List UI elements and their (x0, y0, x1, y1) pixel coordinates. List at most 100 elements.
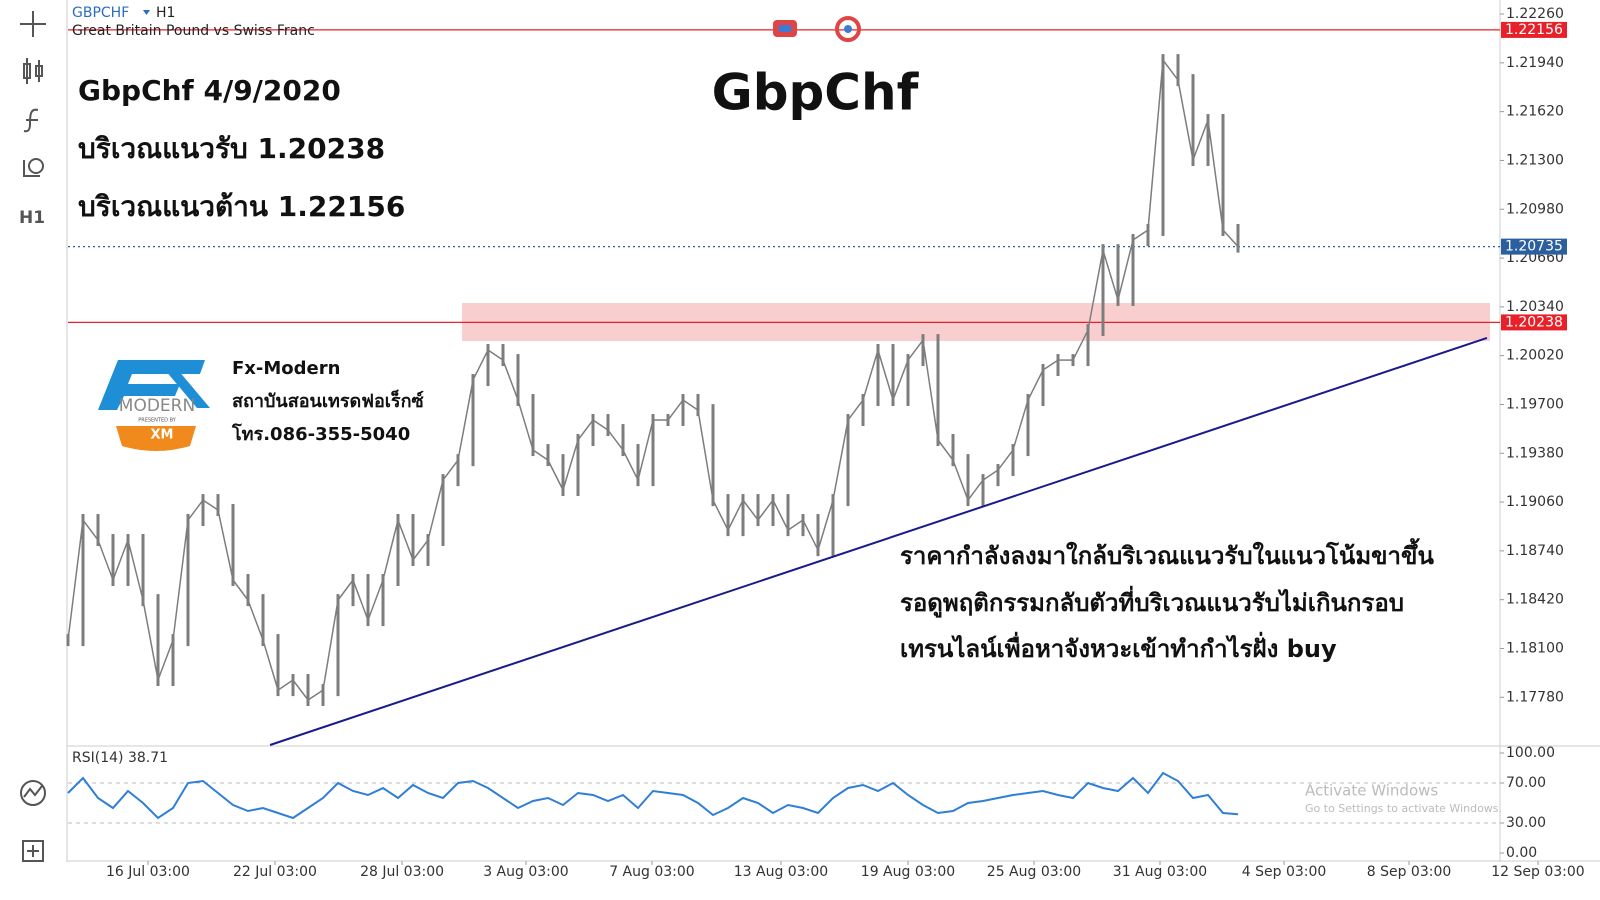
y-tick-label: 1.20980 (1506, 201, 1564, 217)
candle-step (877, 349, 894, 401)
annotation-line: บริเวณแนวต้าน 1.22156 (78, 190, 405, 223)
logo-xm: XM (151, 428, 174, 443)
candle-step (487, 349, 504, 361)
x-tick-label: 8 Sep 03:00 (1367, 864, 1452, 880)
candle-step (682, 399, 699, 411)
candle-step (142, 599, 159, 681)
price-label-box (1501, 314, 1567, 331)
note-line: เทรนไลน์เพื่อหาจังหวะเข้าทำกำไรฝั่ง buy (900, 631, 1337, 663)
x-tick-label: 31 Aug 03:00 (1113, 864, 1207, 880)
icon-target-inner (844, 25, 852, 33)
candle-step (772, 499, 789, 531)
candle-step (667, 399, 684, 421)
candle-step (322, 599, 339, 691)
brand-logo: MODERN PRESENTED BY XM (98, 360, 210, 451)
candle-step (1027, 369, 1044, 401)
rsi-tick-label: 30.00 (1506, 815, 1546, 831)
candle-step (1117, 239, 1134, 301)
logo-presented: PRESENTED BY (138, 418, 177, 424)
icon-target[interactable] (835, 16, 861, 42)
candle-step (367, 579, 384, 621)
price-label-box (1501, 238, 1567, 255)
x-tick-label: 28 Jul 03:00 (360, 864, 444, 880)
candle-step (1192, 119, 1209, 161)
rsi-tick-label: 70.00 (1506, 775, 1546, 791)
price-label: 1.20238 (1505, 314, 1563, 330)
price-label: 1.22156 (1505, 22, 1563, 38)
y-tick-label: 1.22260 (1506, 6, 1564, 22)
x-tick-label: 16 Jul 03:00 (106, 864, 190, 880)
annotation-line: GbpChf 4/9/2020 (78, 74, 341, 107)
candle-step (922, 339, 939, 441)
x-tick-label: 7 Aug 03:00 (609, 864, 695, 880)
candle-step (202, 499, 219, 511)
candle-step (382, 519, 399, 581)
candle-step (1012, 399, 1029, 451)
y-tick-label: 1.20020 (1506, 348, 1564, 364)
candle-step (1162, 59, 1179, 81)
plot-area (66, 29, 1500, 824)
y-tick-label: 1.21620 (1506, 104, 1564, 120)
y-tick-label: 1.18100 (1506, 640, 1564, 656)
rsi-tick-label: 100.00 (1506, 745, 1555, 761)
y-tick-label: 1.17780 (1506, 689, 1564, 705)
candle-step (847, 399, 864, 421)
icon-red-inner (779, 25, 791, 32)
indicator-tool[interactable] (23, 108, 39, 133)
candle-step (352, 579, 369, 621)
candle-step (232, 579, 249, 601)
annotation-line: บริเวณแนวรับ 1.20238 (78, 132, 385, 165)
candle-step (472, 349, 489, 381)
candle-step (187, 499, 204, 521)
note-line: รอดูพฤติกรรมกลับตัวที่บริเวณแนวรับไม่เกิ… (900, 585, 1404, 618)
brand-sub: สถาบันสอนเทรดฟอเร็กซ์ (232, 389, 424, 412)
candle-step (1177, 79, 1194, 161)
chart-title: GbpChf (712, 64, 920, 122)
symbol[interactable]: GBPCHF (72, 5, 129, 21)
candle-step (337, 579, 354, 601)
logo-x (165, 370, 210, 408)
candle-step (157, 639, 174, 681)
compare-tool[interactable] (20, 780, 46, 806)
objects-tool[interactable] (23, 158, 44, 177)
candle-step (577, 419, 594, 441)
candle-step (757, 499, 774, 521)
x-tick-label: 13 Aug 03:00 (734, 864, 828, 880)
symbol-dropdown[interactable] (143, 10, 150, 15)
candle-step (1207, 119, 1224, 231)
x-tick-label: 3 Aug 03:00 (483, 864, 569, 880)
candle-step (1042, 359, 1059, 371)
chart-type-tool[interactable] (23, 58, 43, 84)
timeframe-button[interactable]: H1 (19, 208, 45, 228)
candle-step (1102, 249, 1119, 301)
candle-step (592, 419, 609, 431)
candle-step (1147, 60, 1164, 231)
candle-step (967, 479, 984, 501)
candle-step (562, 439, 579, 491)
watermark: Go to Settings to activate Windows. (1305, 802, 1502, 815)
candle-step (262, 639, 279, 691)
y-tick-label: 1.21940 (1506, 55, 1564, 71)
candle-step (397, 519, 414, 561)
candle-step (712, 499, 729, 531)
crosshair-tool[interactable] (20, 11, 46, 37)
candle-step (937, 439, 954, 461)
candle-step (502, 359, 519, 401)
timeframe: H1 (156, 5, 175, 21)
rsi-value: 38.71 (128, 750, 168, 766)
candle-step (892, 359, 909, 401)
logo-text: MODERN (119, 396, 195, 416)
y-tick-label: 1.18740 (1506, 543, 1564, 559)
candle-step (802, 519, 819, 551)
candle-step (112, 539, 129, 581)
candle-step (1132, 229, 1149, 241)
candle-step (697, 409, 714, 501)
x-tick-label: 4 Sep 03:00 (1242, 864, 1327, 880)
candle-step (817, 499, 834, 551)
add-tool[interactable] (22, 840, 44, 862)
candle-step (742, 499, 759, 521)
y-tick-label: 1.19700 (1506, 396, 1564, 412)
candle-step (1072, 329, 1089, 361)
candle-step (247, 599, 264, 641)
